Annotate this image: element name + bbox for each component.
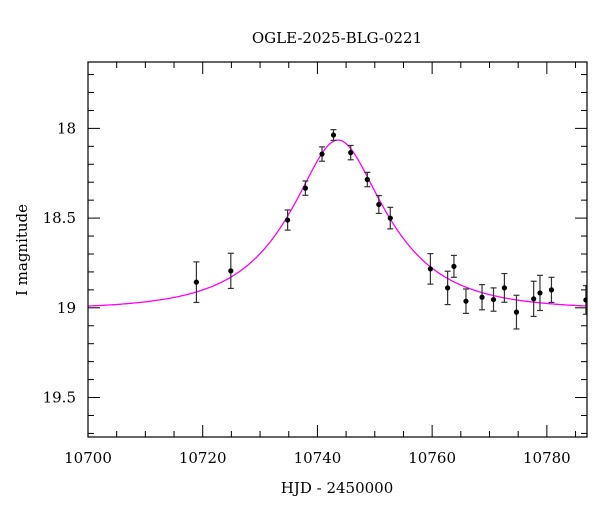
data-point [330, 129, 337, 142]
model-curve [88, 139, 587, 307]
data-point [302, 180, 309, 196]
data-point [193, 261, 200, 304]
data-point [479, 284, 486, 311]
data-point [462, 288, 469, 314]
point-marker [490, 296, 497, 303]
data-point [530, 280, 537, 318]
data-point [501, 272, 508, 303]
data-point [284, 209, 291, 231]
y-tick-label: 19 [57, 299, 76, 317]
data-point [513, 294, 520, 330]
data-point [548, 276, 555, 304]
chart-title: OGLE-2025-BLG-0221 [252, 29, 422, 47]
plot-area [88, 129, 587, 330]
data-point [364, 171, 371, 188]
point-marker [451, 263, 457, 269]
point-marker [513, 309, 520, 315]
x-axis-label: HJD - 2450000 [281, 479, 394, 497]
x-tick-label: 10780 [523, 449, 571, 467]
point-marker [319, 151, 325, 157]
data-point [319, 146, 326, 162]
x-tick-label: 10720 [179, 449, 227, 467]
data-point [536, 274, 543, 312]
data-point [427, 253, 434, 285]
point-marker [376, 201, 382, 208]
x-tick-label: 10740 [294, 449, 342, 467]
y-tick-label: 18.5 [43, 209, 76, 227]
data-point [227, 252, 234, 290]
point-marker [583, 297, 587, 303]
point-marker [387, 215, 393, 221]
axis-ticks: 10700 10720 10740 10760 10780 18 18.5 19 19.5 [43, 62, 587, 467]
y-tick-label: 18 [57, 119, 76, 137]
point-marker [330, 132, 337, 138]
point-marker [479, 294, 485, 300]
data-point [490, 287, 497, 312]
data-point [582, 284, 587, 315]
point-marker [364, 176, 370, 183]
point-marker [501, 285, 508, 291]
point-marker [285, 217, 291, 223]
y-tick-label: 19.5 [43, 389, 76, 407]
point-marker [445, 285, 451, 291]
data-point [347, 144, 354, 161]
point-marker [537, 290, 543, 296]
point-marker [427, 266, 434, 272]
data-point [450, 254, 457, 278]
x-tick-label: 10760 [408, 449, 456, 467]
data-point [444, 270, 451, 306]
point-marker [228, 268, 234, 274]
point-marker [193, 279, 200, 285]
x-tick-label: 10700 [64, 449, 112, 467]
point-marker [548, 287, 555, 293]
point-marker [348, 150, 354, 156]
point-marker [531, 296, 537, 302]
plot-frame [87, 61, 588, 438]
point-marker [302, 185, 308, 191]
y-axis-label: I magnitude [13, 204, 31, 296]
data-point [375, 194, 382, 215]
data-point [387, 206, 394, 230]
point-marker [463, 298, 469, 304]
